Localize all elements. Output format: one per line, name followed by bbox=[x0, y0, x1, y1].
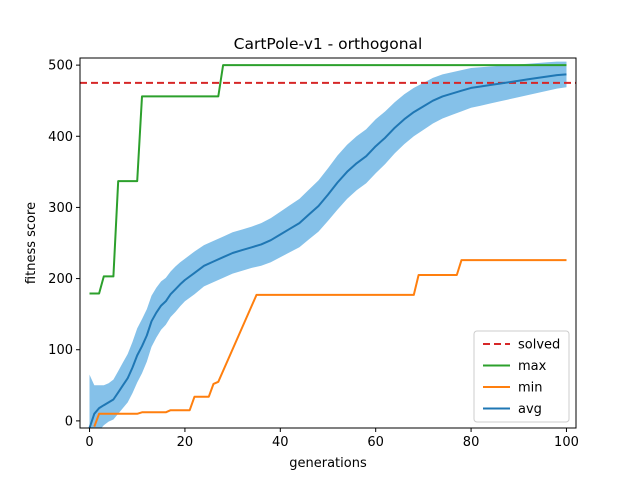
y-tick-label: 100 bbox=[48, 343, 73, 358]
x-axis-label: generations bbox=[289, 456, 367, 471]
legend: solved max min avg bbox=[473, 330, 570, 423]
x-tick-label: 20 bbox=[177, 435, 194, 450]
plot-frame bbox=[79, 57, 577, 429]
x-tick-label: 60 bbox=[367, 435, 384, 450]
y-tick-label: 300 bbox=[48, 201, 73, 216]
legend-label-avg: avg bbox=[518, 402, 542, 417]
legend-box bbox=[473, 330, 570, 423]
series-max-line bbox=[89, 64, 567, 295]
legend-label-solved: solved bbox=[518, 338, 560, 353]
x-tick-label: 80 bbox=[463, 435, 480, 450]
plot-area bbox=[80, 61, 576, 428]
series-min-line bbox=[93, 259, 567, 427]
series-avg-line bbox=[88, 73, 567, 428]
y-axis-label: fitness score bbox=[24, 202, 39, 284]
y-tick-label: 400 bbox=[48, 130, 73, 145]
x-tick-label: 0 bbox=[85, 435, 93, 450]
legend-label-max: max bbox=[518, 359, 547, 374]
y-tick-label: 200 bbox=[48, 272, 73, 287]
x-tick-label: 100 bbox=[554, 435, 579, 450]
axis-ticks: 0 20 40 60 80 100 0 100 200 300 400 500 bbox=[48, 59, 579, 450]
legend-label-min: min bbox=[518, 381, 543, 396]
x-tick-label: 40 bbox=[272, 435, 289, 450]
y-tick-label: 500 bbox=[48, 59, 73, 74]
y-tick-label: 0 bbox=[65, 414, 73, 429]
chart-title: CartPole-v1 - orthogonal bbox=[234, 35, 423, 53]
